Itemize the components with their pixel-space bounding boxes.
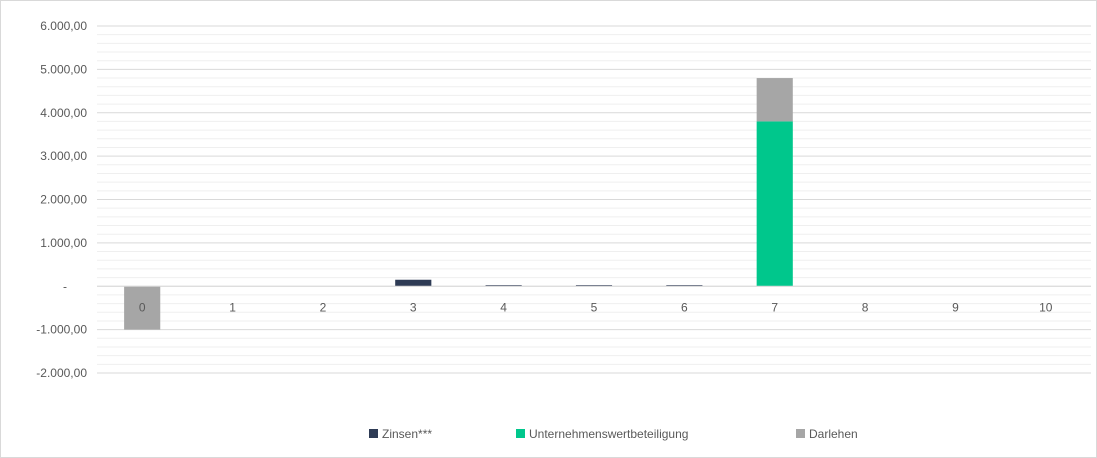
x-tick-label: 8	[862, 300, 869, 314]
bar-zinsen-4	[485, 285, 522, 287]
x-axis-tick-labels: 0 1 2 3 4 5 6 7 8 9 10	[139, 300, 1053, 314]
legend-item: Unternehmenswertbeteiligung	[516, 427, 688, 441]
y-tick-label: 5.000,00	[40, 62, 87, 76]
y-tick-label: 3.000,00	[40, 149, 87, 163]
legend-item: Zinsen***	[369, 427, 432, 441]
y-tick-label: 2.000,00	[40, 193, 87, 207]
x-tick-label: 9	[952, 300, 959, 314]
gridlines	[97, 25, 1091, 374]
y-tick-label: -	[63, 279, 67, 293]
bar-zinsen-5	[575, 285, 613, 287]
legend-swatch	[796, 429, 805, 438]
bar-darlehen-7	[756, 78, 793, 122]
y-tick-label: 1.000,00	[40, 236, 87, 250]
x-tick-label: 1	[229, 300, 236, 314]
y-axis-tick-labels: 6.000,00 5.000,00 4.000,00 3.000,00 2.000,00…	[36, 19, 87, 380]
x-tick-label: 6	[681, 300, 688, 314]
legend-label: Darlehen	[809, 427, 858, 441]
legend-label: Unternehmenswertbeteiligung	[529, 427, 688, 441]
bars	[124, 78, 793, 330]
bar-zinsen-3	[395, 279, 432, 287]
legend-swatch	[369, 429, 378, 438]
legend-item: Darlehen	[796, 427, 858, 441]
x-tick-label: 5	[591, 300, 598, 314]
x-tick-label: 10	[1039, 300, 1053, 314]
y-tick-label: 6.000,00	[40, 19, 87, 33]
x-tick-label: 4	[500, 300, 507, 314]
legend-label: Zinsen***	[382, 427, 432, 441]
x-tick-label: 7	[771, 300, 778, 314]
y-tick-label: -1.000,00	[36, 323, 87, 337]
legend-swatch	[516, 429, 525, 438]
legend: Zinsen*** Unternehmenswertbeteiligung Darl…	[369, 427, 858, 441]
y-tick-label: 4.000,00	[40, 106, 87, 120]
bar-unternehmenswertbeteiligung-7	[756, 121, 793, 287]
x-tick-label: 0	[139, 300, 146, 314]
x-tick-label: 2	[320, 300, 327, 314]
y-tick-label: -2.000,00	[36, 366, 87, 380]
bar-darlehen-0	[124, 286, 161, 330]
x-tick-label: 3	[410, 300, 417, 314]
bar-zinsen-6	[666, 285, 703, 287]
